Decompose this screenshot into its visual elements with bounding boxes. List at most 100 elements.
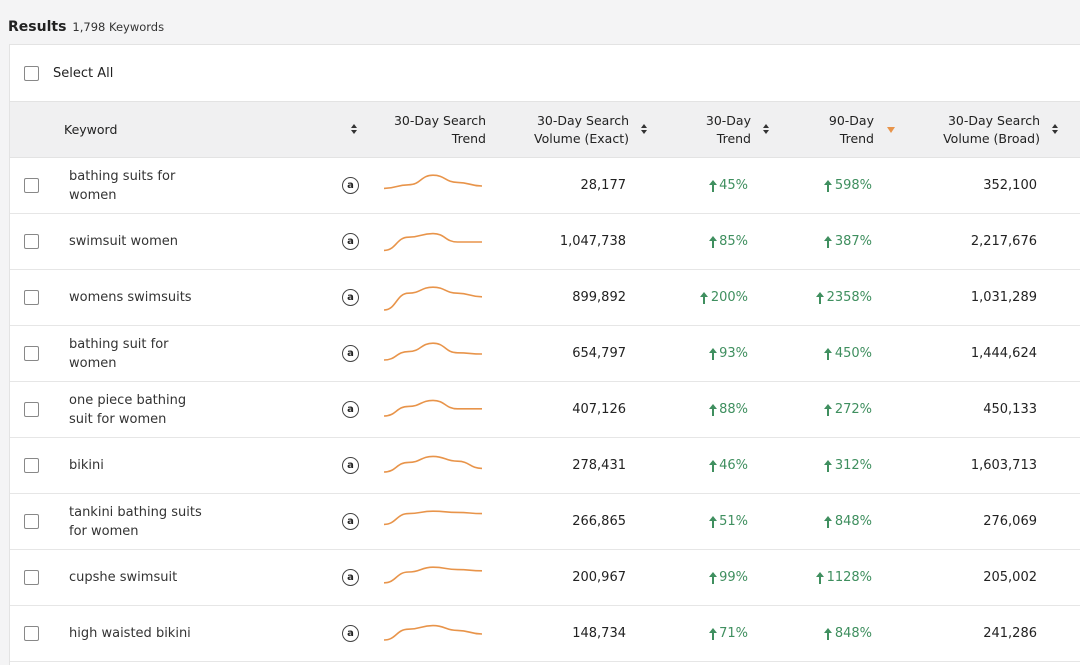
column-header-volume-exact[interactable]: 30-Day Search Volume (Exact) — [510, 102, 629, 158]
row-checkbox[interactable] — [24, 402, 39, 417]
trend-30-day-value: 45% — [719, 178, 748, 193]
trend-30-day-value: 51% — [719, 514, 748, 529]
table-row[interactable]: one piece bathing suit for women a 407,1… — [10, 382, 1080, 438]
table-row[interactable]: bathing suit for women a 654,797 93% 450… — [10, 326, 1080, 382]
volume-broad: 205,002 — [983, 570, 1037, 585]
sparkline — [384, 566, 482, 584]
table-row[interactable]: bikini a 278,431 46% 312% 1,603,713 — [10, 438, 1080, 494]
trend-30-day: 51% — [708, 514, 748, 529]
trend-90-day: 848% — [824, 514, 872, 529]
keyword-text[interactable]: swimsuit women — [69, 234, 179, 249]
trend-90-day-value: 387% — [834, 234, 872, 249]
sort-30-day-trend-icon[interactable] — [763, 124, 771, 136]
keyword-text[interactable]: womens swimsuits — [69, 290, 192, 305]
column-label-90-day-trend-2: Trend — [839, 131, 874, 146]
arrow-up-icon — [708, 571, 717, 584]
keyword-text[interactable]: tankini bathing suits for women — [69, 504, 202, 539]
volume-broad: 450,133 — [983, 402, 1037, 417]
results-count: 1,798 Keywords — [72, 20, 165, 34]
row-checkbox[interactable] — [24, 458, 39, 473]
amazon-icon[interactable]: a — [342, 625, 359, 642]
trend-30-day-value: 85% — [719, 234, 748, 249]
select-all-row: Select All — [10, 45, 1080, 102]
trend-30-day: 46% — [708, 458, 748, 473]
row-checkbox[interactable] — [24, 290, 39, 305]
keyword-text[interactable]: one piece bathing suit for women — [69, 392, 187, 427]
sort-descending-icon[interactable] — [887, 127, 895, 133]
trend-30-day-value: 200% — [710, 290, 748, 305]
trend-90-day: 312% — [824, 458, 872, 473]
amazon-icon[interactable]: a — [342, 233, 359, 250]
arrow-up-icon — [816, 571, 825, 584]
volume-broad: 276,069 — [983, 514, 1037, 529]
arrow-up-icon — [700, 291, 709, 304]
volume-exact: 200,967 — [572, 570, 626, 585]
sparkline — [384, 624, 482, 641]
row-checkbox[interactable] — [24, 570, 39, 585]
column-label-volume-exact-1: 30-Day Search — [536, 113, 629, 128]
row-checkbox[interactable] — [24, 234, 39, 249]
trend-90-day-value: 450% — [834, 346, 872, 361]
amazon-icon[interactable]: a — [342, 177, 359, 194]
trend-30-day: 85% — [708, 234, 748, 249]
results-title: Results — [8, 19, 67, 35]
volume-broad: 2,217,676 — [970, 234, 1037, 249]
column-label-30-day-trend-2: Trend — [716, 131, 751, 146]
table-row[interactable]: high waisted bikini a 148,734 71% 848% 2… — [10, 606, 1080, 662]
row-checkbox[interactable] — [24, 514, 39, 529]
trend-30-day-value: 93% — [719, 346, 748, 361]
volume-exact: 407,126 — [572, 402, 626, 417]
column-header-90-day-trend[interactable]: 90-Day Trend — [780, 102, 874, 158]
sparkline-path — [384, 624, 482, 641]
volume-exact: 266,865 — [572, 514, 626, 529]
keyword-table: Select All Keyword 30-Day Search Trend 3… — [9, 44, 1080, 665]
sort-volume-broad-icon[interactable] — [1052, 124, 1060, 136]
column-label-keyword: Keyword — [64, 122, 118, 137]
sparkline-path — [384, 566, 482, 584]
keyword-text[interactable]: cupshe swimsuit — [69, 570, 178, 585]
sort-keyword-icon[interactable] — [351, 124, 359, 136]
amazon-icon[interactable]: a — [342, 289, 359, 306]
trend-30-day: 71% — [708, 626, 748, 641]
keyword-text[interactable]: high waisted bikini — [69, 626, 191, 641]
trend-90-day-value: 848% — [834, 626, 872, 641]
table-row[interactable]: bathing suits for women a 28,177 45% 598… — [10, 158, 1080, 214]
trend-30-day: 88% — [708, 402, 748, 417]
table-row[interactable]: swimsuit women a 1,047,738 85% 387% 2,21… — [10, 214, 1080, 270]
trend-30-day: 200% — [700, 290, 748, 305]
column-header-volume-broad[interactable]: 30-Day Search Volume (Broad) — [910, 102, 1040, 158]
trend-90-day: 848% — [824, 626, 872, 641]
keyword-text[interactable]: bikini — [69, 458, 104, 473]
column-header-search-trend[interactable]: 30-Day Search Trend — [380, 102, 486, 158]
row-checkbox[interactable] — [24, 626, 39, 641]
arrow-up-icon — [708, 627, 717, 640]
amazon-icon[interactable]: a — [342, 401, 359, 418]
volume-exact: 28,177 — [580, 178, 627, 193]
amazon-icon[interactable]: a — [342, 457, 359, 474]
column-header-30-day-trend[interactable]: 30-Day Trend — [660, 102, 751, 158]
table-row[interactable]: cupshe swimsuit a 200,967 99% 1128% 205,… — [10, 550, 1080, 606]
trend-30-day: 99% — [708, 570, 748, 585]
sparkline — [384, 342, 482, 361]
select-all-checkbox[interactable] — [24, 65, 39, 81]
table-row[interactable]: tankini bathing suits for women a 266,86… — [10, 494, 1080, 550]
keyword-text[interactable]: bathing suit for women — [69, 336, 169, 371]
table-row[interactable]: womens swimsuits a 899,892 200% 2358% 1,… — [10, 270, 1080, 326]
sparkline-path — [384, 510, 482, 526]
column-header-keyword[interactable]: Keyword — [64, 102, 264, 158]
sort-volume-exact-icon[interactable] — [641, 124, 649, 136]
amazon-icon[interactable]: a — [342, 513, 359, 530]
arrow-up-icon — [824, 515, 833, 528]
arrow-up-icon — [708, 235, 717, 248]
arrow-up-icon — [824, 179, 833, 192]
trend-90-day: 1128% — [816, 570, 872, 585]
trend-90-day-value: 2358% — [826, 290, 872, 305]
amazon-icon[interactable]: a — [342, 569, 359, 586]
keyword-text[interactable]: bathing suits for women — [69, 168, 176, 203]
select-all-label[interactable]: Select All — [53, 65, 114, 81]
row-checkbox[interactable] — [24, 178, 39, 193]
volume-broad: 1,603,713 — [970, 458, 1037, 473]
amazon-icon[interactable]: a — [342, 345, 359, 362]
row-checkbox[interactable] — [24, 346, 39, 361]
trend-90-day: 598% — [824, 178, 872, 193]
